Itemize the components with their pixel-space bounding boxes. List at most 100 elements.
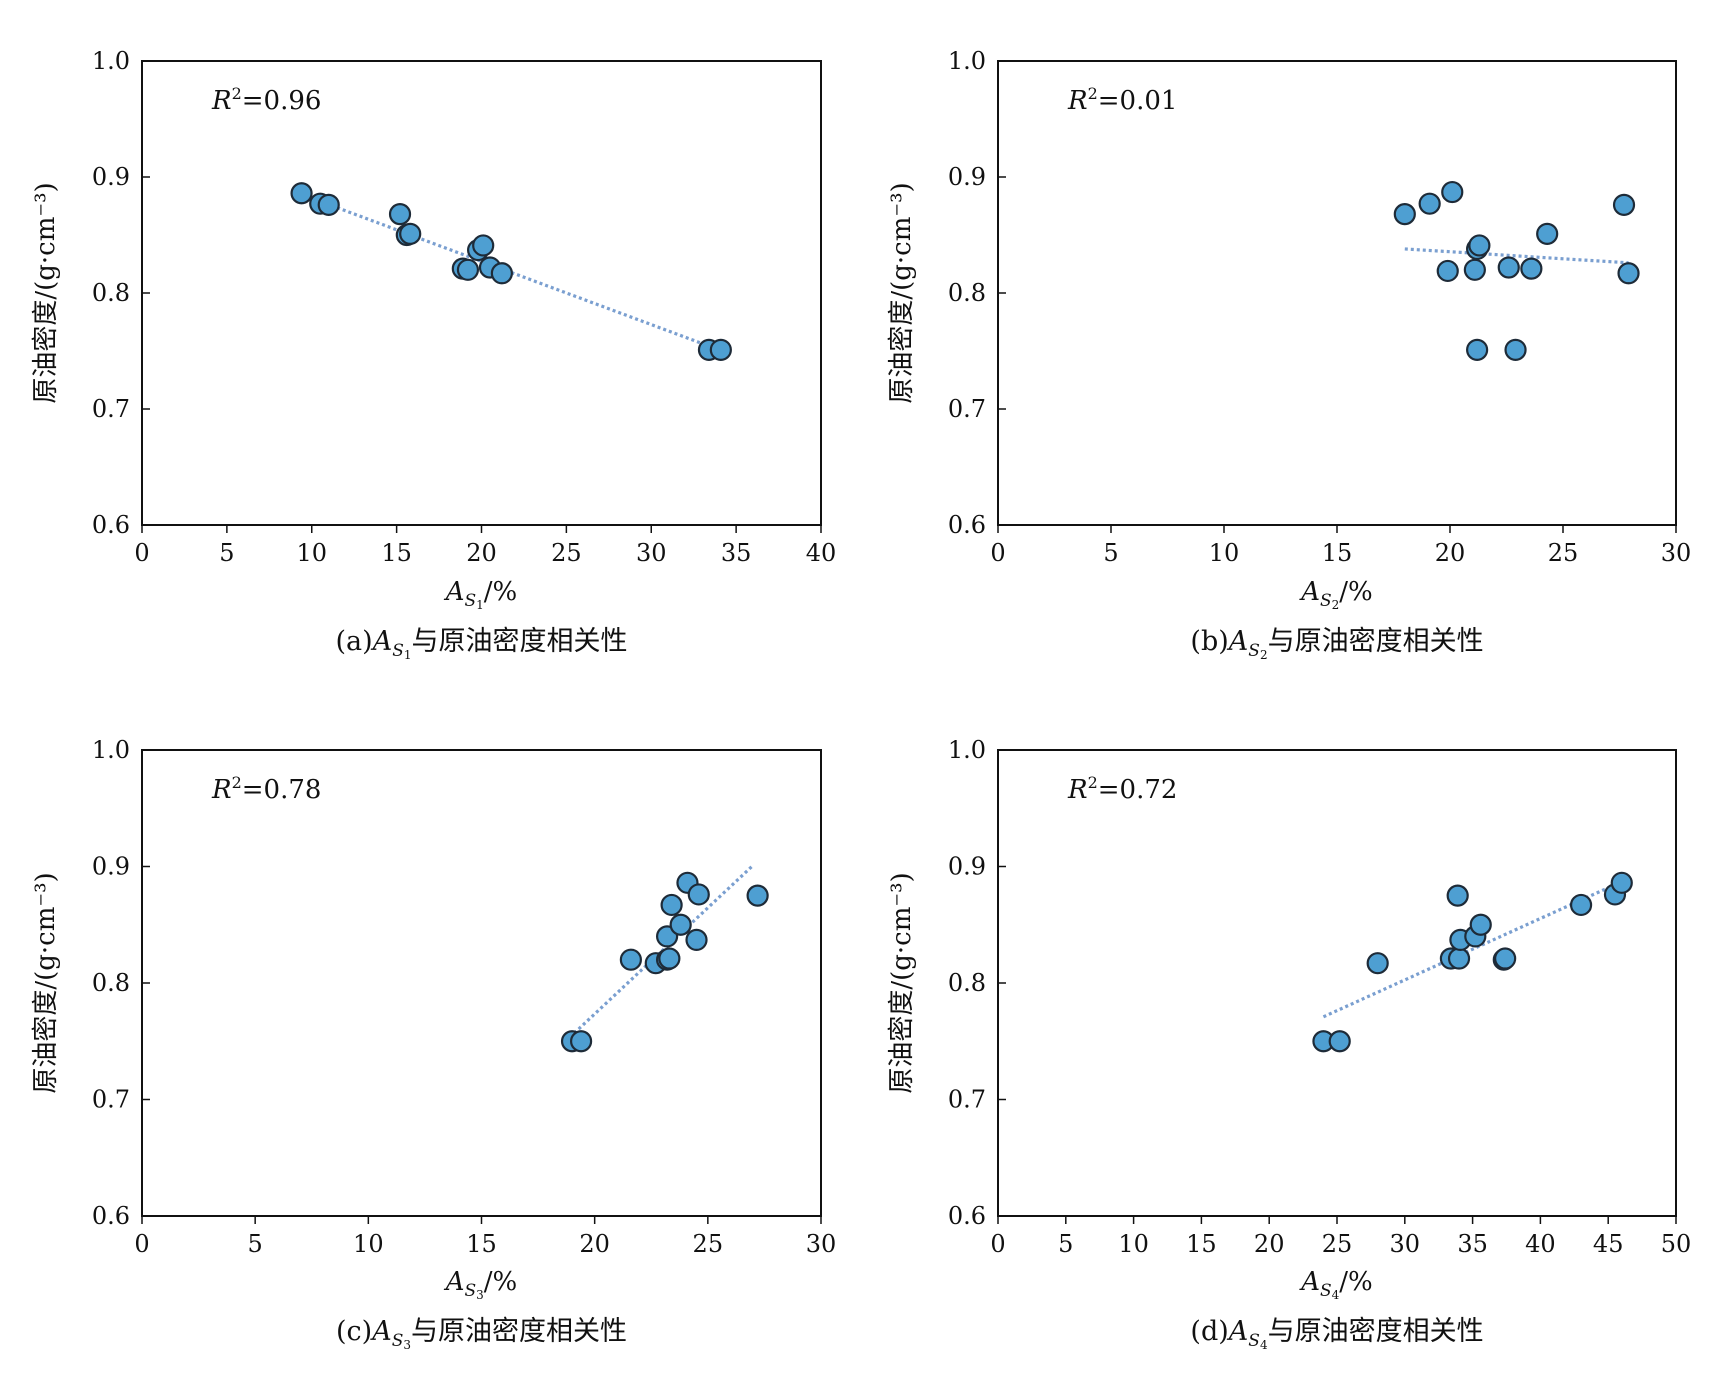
point-d-10	[1494, 947, 1517, 970]
panel-c: 0 5 10 15 20 25 30 0.6 0.7 0.8 0.9 1.0 原油密度/(g·cm⁻³)…	[31, 736, 836, 1352]
y-axis-label-c: 原油密度/(g·cm⁻³)	[31, 872, 61, 1093]
point-c-2	[619, 948, 642, 971]
y-axis-label-b: 原油密度/(g·cm⁻³)	[887, 182, 917, 403]
x-tick-label-a-8: 40	[806, 539, 837, 567]
y-axis-label-a: 原油密度/(g·cm⁻³)	[31, 182, 61, 403]
plot-frame-d	[997, 749, 1677, 1217]
plot-frame-c	[141, 749, 822, 1217]
point-c-7	[660, 893, 683, 917]
y-tick-label-d-3: 0.9	[948, 853, 986, 881]
point-a-9	[472, 234, 495, 257]
point-b-6	[1468, 234, 1491, 257]
x-tick-label-c-4: 20	[579, 1230, 610, 1258]
trendline-a	[319, 199, 720, 352]
point-c-8	[669, 913, 692, 936]
plot-frame-a	[141, 60, 822, 526]
point-b-1	[1418, 192, 1441, 215]
x-tick-label-b-0: 0	[990, 539, 1005, 567]
y-tick-label-b-4: 1.0	[948, 47, 986, 75]
x-tick-label-b-3: 15	[1322, 539, 1353, 567]
x-tick-label-a-7: 35	[721, 539, 752, 567]
point-c-11	[687, 883, 710, 906]
y-axis-label-d: 原油密度/(g·cm⁻³)	[887, 872, 917, 1093]
x-tick-label-b-1: 5	[1103, 539, 1118, 567]
y-tick-label-c-2: 0.8	[92, 969, 130, 997]
x-tick-label-a-1: 5	[219, 539, 234, 567]
x-tick-label-d-2: 10	[1118, 1230, 1149, 1258]
x-tick-label-d-10: 50	[1661, 1230, 1692, 1258]
x-tick-label-d-3: 15	[1186, 1230, 1217, 1258]
y-tick-label-a-0: 0.6	[92, 511, 130, 539]
x-tick-label-d-0: 0	[990, 1230, 1005, 1258]
x-tick-label-a-5: 25	[551, 539, 582, 567]
x-tick-label-d-1: 5	[1058, 1230, 1073, 1258]
y-tick-label-a-1: 0.7	[92, 395, 130, 423]
point-c-6	[658, 947, 681, 970]
y-tick-label-b-2: 0.8	[948, 279, 986, 307]
point-b-12	[1612, 193, 1636, 216]
x-axis-label-a: AS1/%	[444, 577, 518, 612]
x-axis-label-b: AS2/%	[1299, 577, 1373, 612]
panel-d: 0 5 10 15 20 25 30 35 40 45 50 0.6 0.7 0.8 0.9 1.0 原油密度/…	[887, 736, 1691, 1352]
point-a-3	[388, 203, 412, 226]
point-b-13	[1617, 262, 1640, 285]
y-tick-label-c-1: 0.7	[92, 1086, 130, 1114]
r2-label-b: R2=0.01	[1067, 84, 1177, 116]
x-tick-label-d-8: 40	[1525, 1230, 1556, 1258]
x-axis-label-c: AS3/%	[444, 1267, 518, 1302]
point-d-4	[1446, 884, 1469, 907]
point-a-2	[317, 193, 340, 216]
panel-b: 0 5 10 15 20 25 30 0.6 0.7 0.8 0.9 1.0 原油密度/(g·cm⁻³)…	[887, 47, 1691, 662]
y-tick-label-c-0: 0.6	[92, 1202, 130, 1230]
point-a-5	[399, 222, 422, 245]
r2-label-c: R2=0.78	[211, 773, 321, 805]
point-a-7	[456, 258, 480, 281]
point-d-1	[1328, 1030, 1351, 1053]
y-tick-label-a-3: 0.9	[92, 163, 130, 191]
y-tick-label-b-1: 0.7	[948, 395, 986, 423]
plot-frame-b	[997, 60, 1677, 526]
x-tick-label-b-4: 20	[1435, 539, 1466, 567]
x-tick-label-c-0: 0	[134, 1230, 149, 1258]
x-tick-label-b-6: 30	[1661, 539, 1692, 567]
x-tick-label-a-0: 0	[134, 539, 149, 567]
point-a-13	[709, 338, 732, 361]
point-c-1	[569, 1030, 593, 1053]
y-tick-label-d-1: 0.7	[948, 1086, 986, 1114]
x-tick-label-d-4: 20	[1254, 1230, 1285, 1258]
point-d-5	[1447, 947, 1471, 970]
point-b-8	[1497, 256, 1520, 279]
y-tick-label-a-4: 1.0	[92, 47, 130, 75]
point-b-11	[1536, 222, 1559, 245]
x-tick-label-b-2: 10	[1209, 539, 1240, 567]
y-tick-label-d-0: 0.6	[948, 1202, 986, 1230]
caption-b: (b)AS2与原油密度相关性	[1190, 626, 1483, 662]
caption-d: (d)AS4与原油密度相关性	[1190, 1316, 1483, 1352]
y-tick-label-b-3: 0.9	[948, 163, 986, 191]
r2-label-a: R2=0.96	[211, 84, 321, 116]
point-a-0	[290, 182, 313, 205]
x-tick-label-d-9: 45	[1593, 1230, 1624, 1258]
point-d-13	[1610, 871, 1633, 894]
point-b-0	[1393, 203, 1416, 226]
point-d-2	[1366, 952, 1389, 975]
x-tick-label-d-5: 25	[1322, 1230, 1353, 1258]
y-tick-label-c-4: 1.0	[92, 736, 130, 764]
x-tick-label-c-6: 30	[806, 1230, 837, 1258]
point-b-7	[1466, 338, 1489, 361]
x-tick-label-c-1: 5	[248, 1230, 263, 1258]
y-tick-label-c-3: 0.9	[92, 853, 130, 881]
x-tick-label-a-3: 15	[381, 539, 412, 567]
panel-a: 0 5 10 15 20 25 30 35 40 0.6 0.7 0.8 0.9 1.0 原油密度/(g·c…	[31, 47, 836, 662]
point-c-10	[685, 928, 708, 951]
r2-label-d: R2=0.72	[1067, 773, 1177, 805]
x-tick-label-d-6: 30	[1390, 1230, 1421, 1258]
y-tick-label-d-4: 1.0	[948, 736, 986, 764]
point-b-9	[1504, 338, 1527, 361]
point-b-3	[1441, 180, 1464, 204]
x-tick-label-b-5: 25	[1548, 539, 1579, 567]
y-tick-label-b-0: 0.6	[948, 511, 986, 539]
caption-a: (a)AS1与原油密度相关性	[336, 626, 628, 662]
point-a-11	[490, 262, 513, 285]
